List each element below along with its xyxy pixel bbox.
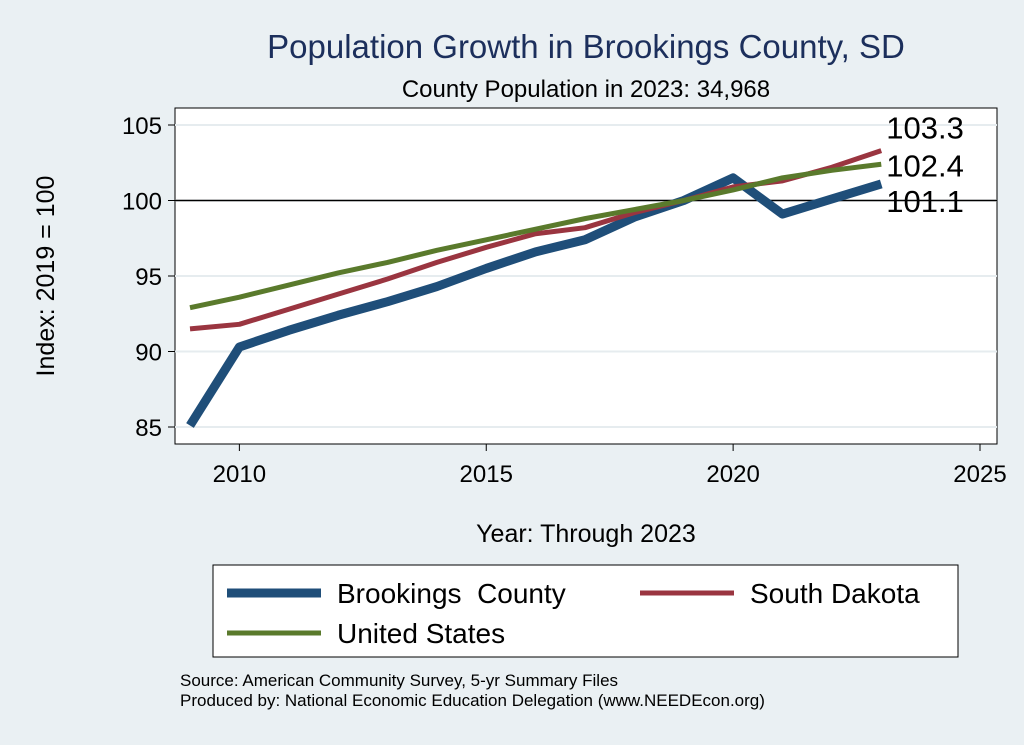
grid bbox=[175, 124, 997, 428]
x-axis-title: Year: Through 2023 bbox=[476, 520, 696, 548]
producer-note: Produced by: National Economic Education… bbox=[180, 691, 765, 710]
series-line-united-states bbox=[189, 161, 882, 311]
y-axis: 85 90 95 100 105 bbox=[122, 113, 175, 442]
legend: Brookings County South Dakota United Sta… bbox=[212, 564, 959, 658]
source-note: Source: American Community Survey, 5-yr … bbox=[180, 671, 618, 690]
y-tick-label: 100 bbox=[122, 189, 162, 216]
legend-label-brookings: Brookings County bbox=[337, 578, 566, 609]
y-tick-label: 85 bbox=[135, 415, 162, 442]
legend-box bbox=[212, 564, 959, 658]
series-lines bbox=[186, 148, 883, 428]
end-label-south-dakota: 103.3 bbox=[886, 111, 964, 146]
x-axis: 2010 2015 2020 2025 bbox=[213, 444, 1007, 488]
x-tick-label: 2015 bbox=[460, 461, 513, 488]
chart-title: Population Growth in Brookings County, S… bbox=[267, 28, 905, 65]
y-tick-label: 95 bbox=[135, 264, 162, 291]
y-axis-title: Index: 2019 = 100 bbox=[32, 176, 60, 377]
chart-subtitle: County Population in 2023: 34,968 bbox=[402, 76, 770, 103]
end-label-brookings-county: 101.1 bbox=[886, 184, 964, 219]
y-tick-label: 105 bbox=[122, 113, 162, 140]
legend-label-south-dakota: South Dakota bbox=[750, 578, 920, 609]
x-tick-label: 2020 bbox=[706, 461, 759, 488]
series-line-brookings-county bbox=[186, 173, 883, 428]
y-tick-label: 90 bbox=[135, 340, 162, 367]
x-tick-label: 2025 bbox=[953, 461, 1006, 488]
x-tick-label: 2010 bbox=[213, 461, 266, 488]
legend-label-united-states: United States bbox=[337, 618, 505, 649]
end-label-united-states: 102.4 bbox=[886, 148, 964, 183]
